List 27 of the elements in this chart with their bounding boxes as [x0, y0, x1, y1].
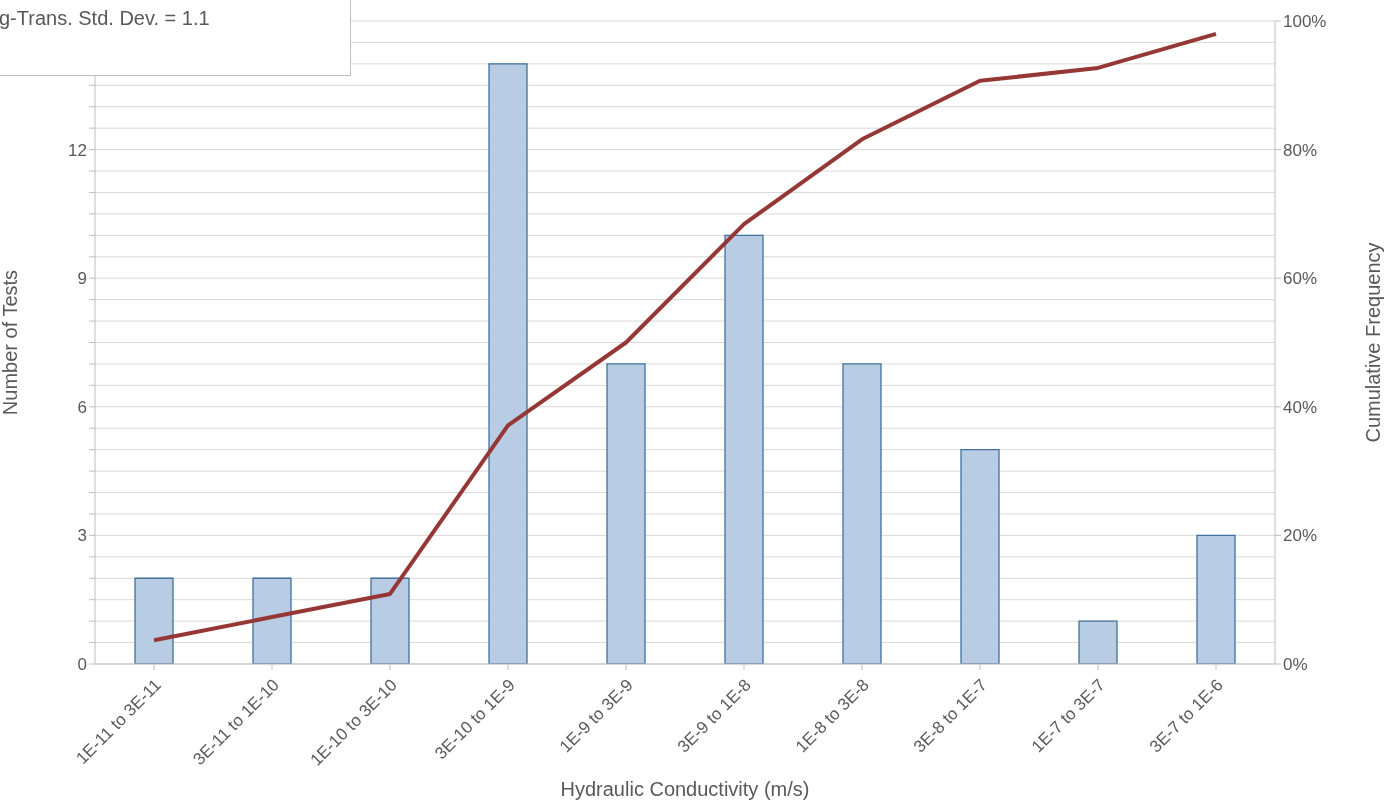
y2-tick-label: 100% — [1283, 12, 1327, 32]
y-tick-label: 0 — [77, 655, 87, 675]
y2-tick-label: 20% — [1283, 526, 1318, 546]
y2-tick-label: 60% — [1283, 269, 1318, 289]
bar — [842, 363, 882, 664]
y-axis-title: Number of Tests — [0, 269, 22, 416]
line-series — [152, 31, 1218, 643]
bar — [134, 577, 174, 664]
y2-tick-label: 0% — [1283, 655, 1308, 675]
bar — [606, 363, 646, 664]
note-box: g-Trans. Std. Dev. = 1.1 — [0, 0, 351, 76]
bar — [724, 234, 764, 664]
bar — [252, 577, 292, 664]
y-tick-label: 6 — [77, 397, 87, 417]
bar — [488, 63, 528, 664]
bar — [960, 449, 1000, 664]
bar — [1078, 620, 1118, 664]
y2-axis-title: Cumulative Frequency — [1362, 242, 1385, 443]
x-axis-title: Hydraulic Conductivity (m/s) — [560, 778, 810, 800]
y2-tick-label: 80% — [1283, 140, 1318, 160]
y-tick-label: 12 — [68, 140, 87, 160]
annotation: g-Trans. Std. Dev. = 1.1 — [0, 7, 210, 29]
y-tick-label: 3 — [77, 526, 87, 546]
bar — [370, 577, 410, 664]
y2-tick-label: 40% — [1283, 397, 1318, 417]
y-tick-label: 9 — [77, 269, 87, 289]
bar — [1196, 534, 1236, 664]
